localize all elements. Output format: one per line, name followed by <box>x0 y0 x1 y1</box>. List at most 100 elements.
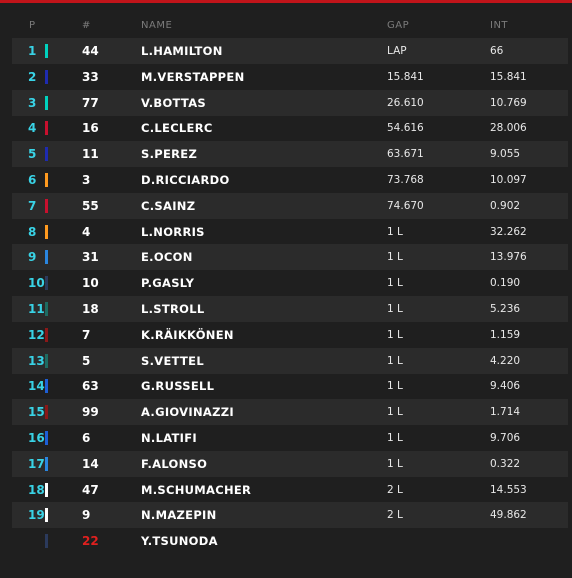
gap: 1 L <box>387 303 403 315</box>
interval: 0.322 <box>490 457 521 470</box>
header-pos: P <box>29 20 36 31</box>
position: 13 <box>28 353 45 368</box>
interval: 66 <box>490 45 504 57</box>
car-number: 6 <box>82 431 91 445</box>
driver-row: 9 31 E.OCON 1 L 13.976 <box>12 244 568 271</box>
team-color-bar <box>45 173 48 187</box>
car-number: 63 <box>82 379 99 394</box>
team-color-bar <box>45 482 48 497</box>
driver-name: M.VERSTAPPEN <box>141 69 245 84</box>
interval: 9.406 <box>490 380 521 393</box>
gap: 1 L <box>387 406 403 419</box>
driver-row: 14 63 G.RUSSELL 1 L 9.406 <box>12 373 568 399</box>
position: 5 <box>28 147 37 162</box>
driver-name: A.GIOVINAZZI <box>141 405 234 420</box>
car-number: 7 <box>82 327 91 342</box>
driver-row: 12 7 K.RÄIKKÖNEN 1 L 1.159 <box>12 322 568 348</box>
driver-name: K.RÄIKKÖNEN <box>141 327 234 342</box>
driver-row: 16 6 N.LATIFI 1 L 9.706 <box>12 425 568 451</box>
position: 11 <box>28 302 45 316</box>
interval: 0.902 <box>490 199 521 212</box>
driver-row: 17 14 F.ALONSO 1 L 0.322 <box>12 450 568 477</box>
team-color-bar <box>45 353 48 368</box>
team-color-bar <box>45 69 48 84</box>
car-number: 10 <box>82 276 99 291</box>
team-color-bar <box>45 327 48 342</box>
position: 17 <box>28 456 45 471</box>
driver-name: M.SCHUMACHER <box>141 482 252 497</box>
car-number: 77 <box>82 95 99 110</box>
interval: 13.976 <box>490 251 527 264</box>
position: 10 <box>28 276 45 291</box>
gap: 1 L <box>387 277 403 290</box>
driver-row: 7 55 C.SAINZ 74.670 0.902 <box>12 192 568 219</box>
gap: 1 L <box>387 457 403 470</box>
driver-name: L.HAMILTON <box>141 44 223 58</box>
driver-row: 5 11 S.PEREZ 63.671 9.055 <box>12 141 568 168</box>
team-color-bar <box>45 379 48 394</box>
car-number: 31 <box>82 250 99 265</box>
gap: 26.610 <box>387 96 424 109</box>
interval: 0.190 <box>490 277 521 290</box>
team-color-bar <box>45 250 48 265</box>
driver-name: F.ALONSO <box>141 456 208 471</box>
car-number: 14 <box>82 456 99 471</box>
gap: 73.768 <box>387 174 424 186</box>
team-color-bar <box>45 456 48 471</box>
team-color-bar <box>45 276 48 291</box>
driver-name: C.SAINZ <box>141 198 196 213</box>
position: 2 <box>28 69 37 84</box>
car-number: 9 <box>82 508 91 523</box>
gap: 1 L <box>387 251 403 264</box>
car-number: 44 <box>82 44 99 58</box>
header-gap: GAP <box>387 20 410 31</box>
team-color-bar <box>45 405 48 420</box>
driver-name: N.MAZEPIN <box>141 508 217 523</box>
position: 7 <box>28 198 37 213</box>
driver-row: 13 5 S.VETTEL 1 L 4.220 <box>12 347 568 374</box>
gap: LAP <box>387 45 407 57</box>
header-number: # <box>82 20 91 31</box>
team-color-bar <box>45 508 48 523</box>
car-number: 99 <box>82 405 99 420</box>
driver-name: C.LECLERC <box>141 121 213 136</box>
driver-row: 6 3 D.RICCIARDO 73.768 10.097 <box>12 167 568 193</box>
driver-row: 22 Y.TSUNODA <box>12 528 568 554</box>
interval: 14.553 <box>490 483 527 496</box>
driver-name: G.RUSSELL <box>141 379 215 394</box>
driver-row: 2 33 M.VERSTAPPEN 15.841 15.841 <box>12 64 568 90</box>
header-name: NAME <box>141 20 173 31</box>
gap: 1 L <box>387 380 403 393</box>
car-number: 5 <box>82 353 91 368</box>
driver-row: 1 44 L.HAMILTON LAP 66 <box>12 38 568 64</box>
car-number: 4 <box>82 224 91 239</box>
driver-row: 8 4 L.NORRIS 1 L 32.262 <box>12 219 568 245</box>
driver-name: V.BOTTAS <box>141 95 206 110</box>
car-number: 22 <box>82 534 99 549</box>
team-color-bar <box>45 431 48 445</box>
gap: 1 L <box>387 432 403 444</box>
position: 14 <box>28 379 45 394</box>
team-color-bar <box>45 198 48 213</box>
driver-name: P.GASLY <box>141 276 195 291</box>
driver-row: 15 99 A.GIOVINAZZI 1 L 1.714 <box>12 399 568 426</box>
team-color-bar <box>45 121 48 136</box>
interval: 4.220 <box>490 354 521 367</box>
driver-name: L.STROLL <box>141 302 205 316</box>
car-number: 55 <box>82 198 99 213</box>
interval: 5.236 <box>490 303 521 315</box>
car-number: 11 <box>82 147 99 162</box>
driver-row: 19 9 N.MAZEPIN 2 L 49.862 <box>12 502 568 529</box>
interval: 9.055 <box>490 148 521 161</box>
gap: 1 L <box>387 354 403 367</box>
gap: 1 L <box>387 328 403 341</box>
driver-name: L.NORRIS <box>141 224 205 239</box>
team-color-bar <box>45 224 48 239</box>
car-number: 18 <box>82 302 99 316</box>
position: 1 <box>28 44 37 58</box>
position: 3 <box>28 95 37 110</box>
gap: 15.841 <box>387 70 424 83</box>
interval: 1.714 <box>490 406 521 419</box>
driver-name: E.OCON <box>141 250 193 265</box>
